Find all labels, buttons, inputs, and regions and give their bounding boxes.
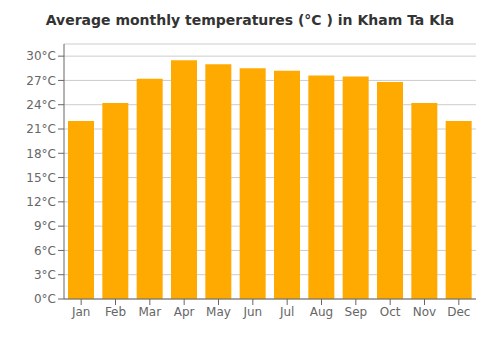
- svg-text:27°C: 27°C: [26, 74, 56, 88]
- svg-text:21°C: 21°C: [26, 122, 56, 136]
- svg-text:18°C: 18°C: [26, 147, 56, 161]
- svg-text:30°C: 30°C: [26, 49, 56, 63]
- svg-text:Aug: Aug: [310, 305, 333, 319]
- svg-text:0°C: 0°C: [34, 292, 56, 306]
- svg-text:15°C: 15°C: [26, 171, 56, 185]
- svg-text:6°C: 6°C: [34, 244, 56, 258]
- svg-text:24°C: 24°C: [26, 98, 56, 112]
- svg-text:9°C: 9°C: [34, 219, 56, 233]
- svg-text:Jan: Jan: [71, 305, 91, 319]
- svg-text:Jul: Jul: [279, 305, 294, 319]
- svg-text:May: May: [206, 305, 231, 319]
- svg-text:Oct: Oct: [380, 305, 401, 319]
- svg-text:Feb: Feb: [105, 305, 126, 319]
- svg-text:Apr: Apr: [174, 305, 195, 319]
- svg-text:Sep: Sep: [345, 305, 368, 319]
- svg-text:Jun: Jun: [242, 305, 262, 319]
- svg-text:Mar: Mar: [139, 305, 162, 319]
- svg-text:Nov: Nov: [413, 305, 436, 319]
- html-text:Average monthly temperatures (: Average monthly temperatures (°C ) in Kh…: [45, 12, 455, 28]
- svg-text:12°C: 12°C: [26, 195, 56, 209]
- svg-text:Dec: Dec: [447, 305, 470, 319]
- svg-text:3°C: 3°C: [34, 268, 56, 282]
